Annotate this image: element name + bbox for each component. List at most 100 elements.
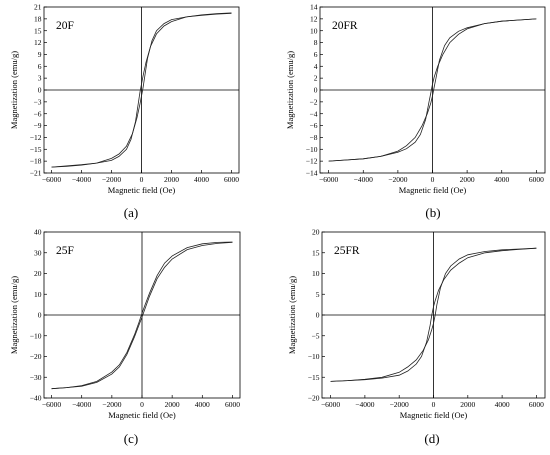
y-tick-label: 4 [314, 62, 318, 71]
x-tick-label: 4000 [495, 400, 510, 409]
y-tick-label: 18 [34, 14, 42, 23]
y-axis-label: Magnetization (emu/g) [9, 276, 19, 354]
y-tick-label: 12 [34, 38, 42, 47]
y-tick-label: 14 [310, 3, 318, 12]
hysteresis-branch-1 [51, 242, 233, 390]
x-axis-label: Magnetic field (Oe) [399, 185, 467, 195]
x-tick-label: −2000 [102, 400, 121, 409]
sample-label: 20F [56, 20, 74, 32]
x-tick-label: −6000 [321, 400, 340, 409]
sample-label: 25FR [334, 245, 360, 257]
y-axis-label: Magnetization (emu/g) [285, 51, 295, 129]
y-tick-label: 40 [34, 228, 42, 237]
y-tick-label: 10 [312, 269, 320, 278]
y-tick-label: −12 [306, 157, 318, 166]
x-tick-label: −2000 [388, 175, 407, 184]
y-tick-label: 15 [34, 26, 42, 35]
x-tick-label: 0 [140, 175, 144, 184]
y-tick-label: −15 [30, 145, 42, 154]
x-tick-label: −2000 [102, 175, 121, 184]
hysteresis-branch-2 [330, 247, 537, 382]
panel-label: (a) [124, 205, 138, 220]
y-tick-label: −21 [30, 169, 42, 178]
panel-label: (b) [425, 205, 440, 220]
y-tick-label: 5 [316, 290, 320, 299]
x-tick-label: −4000 [72, 400, 91, 409]
y-tick-label: −6 [310, 121, 318, 130]
y-tick-label: 15 [312, 248, 320, 257]
x-axis-label: Magnetic field (Oe) [108, 410, 176, 420]
y-tick-label: −10 [30, 331, 42, 340]
x-axis-label: Magnetic field (Oe) [108, 185, 176, 195]
x-tick-label: 4000 [194, 175, 209, 184]
sample-label: 20FR [332, 20, 358, 32]
x-tick-label: 2000 [165, 400, 180, 409]
x-tick-label: 0 [432, 400, 436, 409]
hysteresis-branch-2 [51, 241, 233, 390]
y-tick-label: −40 [30, 394, 42, 403]
x-tick-label: 4000 [195, 400, 210, 409]
y-tick-label: 20 [34, 269, 42, 278]
chart-panel-1: −6000 −4000 −2000 0 2000 4000 6000 −21 −18 −15 −12… [9, 3, 240, 220]
y-tick-label: −10 [306, 145, 318, 154]
x-tick-label: 2000 [460, 400, 475, 409]
y-tick-label: 6 [38, 62, 42, 71]
x-tick-label: 6000 [224, 175, 239, 184]
x-tick-label: 0 [431, 175, 435, 184]
y-tick-label: 0 [314, 86, 318, 95]
y-tick-label: 21 [34, 3, 42, 12]
x-tick-label: 6000 [225, 400, 240, 409]
sample-label: 25F [56, 245, 74, 257]
x-tick-label: −4000 [72, 175, 91, 184]
y-axis-label: Magnetization (emu/g) [9, 51, 19, 129]
x-tick-label: −2000 [390, 400, 409, 409]
hysteresis-branch-2 [328, 18, 537, 162]
x-tick-label: 6000 [529, 400, 544, 409]
y-tick-label: −12 [30, 133, 42, 142]
x-tick-label: −6000 [42, 400, 61, 409]
x-tick-label: 4000 [494, 175, 509, 184]
x-tick-label: 0 [140, 400, 144, 409]
y-tick-label: 10 [310, 26, 318, 35]
y-tick-label: −5 [312, 331, 320, 340]
x-axis-label: Magnetic field (Oe) [400, 410, 468, 420]
y-tick-label: 9 [38, 50, 42, 59]
y-tick-label: 30 [34, 248, 42, 257]
y-tick-label: 3 [38, 74, 42, 83]
y-axis-label: Magnetization (emu/g) [287, 276, 297, 354]
y-tick-label: 20 [312, 228, 320, 237]
panel-label: (c) [124, 431, 138, 446]
y-tick-label: −3 [34, 97, 42, 106]
y-tick-label: 0 [38, 311, 42, 320]
x-tick-label: −4000 [355, 400, 374, 409]
y-tick-label: −18 [30, 157, 42, 166]
hysteresis-branch-2 [51, 12, 232, 168]
y-tick-label: −14 [306, 169, 318, 178]
hysteresis-branch-1 [51, 12, 232, 168]
y-tick-label: −8 [310, 133, 318, 142]
y-tick-label: −2 [310, 97, 318, 106]
hysteresis-branch-1 [330, 247, 537, 382]
x-tick-label: −4000 [354, 175, 373, 184]
y-tick-label: −15 [308, 373, 320, 382]
chart-panel-3: −6000 −4000 −2000 0 2000 4000 6000 −40 −30 −20 −10… [9, 228, 241, 446]
x-tick-label: −6000 [42, 175, 61, 184]
panel-label: (d) [424, 431, 439, 446]
y-tick-label: −6 [34, 109, 42, 118]
y-tick-label: −9 [34, 121, 42, 130]
hysteresis-branch-1 [328, 18, 537, 162]
chart-panel-2: −6000 −4000 −2000 0 2000 4000 6000 −14 −12 −10 −8 −… [285, 3, 546, 220]
y-tick-label: −10 [308, 352, 320, 361]
y-tick-label: 8 [314, 38, 318, 47]
x-tick-label: 2000 [460, 175, 475, 184]
y-tick-label: 12 [310, 14, 318, 23]
y-tick-label: 2 [314, 74, 318, 83]
chart-panel-4: −6000 −4000 −2000 0 2000 4000 6000 −20 −15 −10 −5 0… [287, 228, 546, 446]
y-tick-label: −20 [308, 394, 320, 403]
y-tick-label: 10 [34, 290, 42, 299]
y-tick-label: −4 [310, 109, 318, 118]
y-tick-label: −30 [30, 373, 42, 382]
y-tick-label: 6 [314, 50, 318, 59]
y-tick-label: 0 [316, 311, 320, 320]
